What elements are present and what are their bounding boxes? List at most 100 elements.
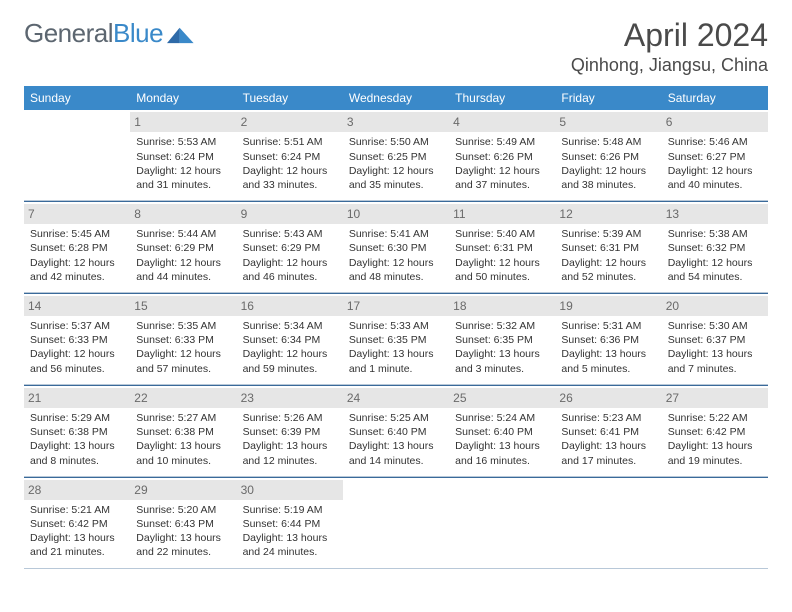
calendar-cell: 2Sunrise: 5:51 AMSunset: 6:24 PMDaylight… xyxy=(237,110,343,200)
dow-fri: Friday xyxy=(555,86,661,110)
page-title: April 2024 xyxy=(571,18,768,53)
calendar-cell: 8Sunrise: 5:44 AMSunset: 6:29 PMDaylight… xyxy=(130,202,236,292)
sunset-text: Sunset: 6:40 PM xyxy=(455,425,549,439)
sunrise-text: Sunrise: 5:19 AM xyxy=(243,503,337,517)
daylight-text: Daylight: 12 hours and 37 minutes. xyxy=(455,164,549,192)
daylight-text: Daylight: 13 hours and 22 minutes. xyxy=(136,531,230,559)
sunrise-text: Sunrise: 5:51 AM xyxy=(243,135,337,149)
sunset-text: Sunset: 6:31 PM xyxy=(455,241,549,255)
daylight-text: Daylight: 13 hours and 17 minutes. xyxy=(561,439,655,467)
sunset-text: Sunset: 6:33 PM xyxy=(136,333,230,347)
sunset-text: Sunset: 6:26 PM xyxy=(455,150,549,164)
sunset-text: Sunset: 6:37 PM xyxy=(668,333,762,347)
day-number: 6 xyxy=(662,112,768,132)
calendar-cell: 22Sunrise: 5:27 AMSunset: 6:38 PMDayligh… xyxy=(130,386,236,476)
sunrise-text: Sunrise: 5:43 AM xyxy=(243,227,337,241)
daylight-text: Daylight: 13 hours and 24 minutes. xyxy=(243,531,337,559)
sunrise-text: Sunrise: 5:35 AM xyxy=(136,319,230,333)
day-number: 20 xyxy=(662,296,768,316)
calendar: Sunday Monday Tuesday Wednesday Thursday… xyxy=(24,86,768,568)
day-number: 30 xyxy=(237,480,343,500)
day-number: 26 xyxy=(555,388,661,408)
calendar-cell: 12Sunrise: 5:39 AMSunset: 6:31 PMDayligh… xyxy=(555,202,661,292)
day-number: 21 xyxy=(24,388,130,408)
day-number: 9 xyxy=(237,204,343,224)
daylight-text: Daylight: 12 hours and 35 minutes. xyxy=(349,164,443,192)
calendar-cell: 1Sunrise: 5:53 AMSunset: 6:24 PMDaylight… xyxy=(130,110,236,200)
daylight-text: Daylight: 12 hours and 56 minutes. xyxy=(30,347,124,375)
daylight-text: Daylight: 12 hours and 57 minutes. xyxy=(136,347,230,375)
day-number: 25 xyxy=(449,388,555,408)
dow-sun: Sunday xyxy=(24,86,130,110)
header-row: GeneralBlue April 2024 Qinhong, Jiangsu,… xyxy=(24,18,768,76)
brand-mark-icon xyxy=(167,23,195,45)
calendar-cell: 23Sunrise: 5:26 AMSunset: 6:39 PMDayligh… xyxy=(237,386,343,476)
calendar-cell: 13Sunrise: 5:38 AMSunset: 6:32 PMDayligh… xyxy=(662,202,768,292)
sunset-text: Sunset: 6:24 PM xyxy=(136,150,230,164)
daylight-text: Daylight: 13 hours and 12 minutes. xyxy=(243,439,337,467)
week-row: 28 Sunrise: 5:21 AMSunset: 6:42 PM Dayligh… xyxy=(24,477,768,569)
dow-tue: Tuesday xyxy=(237,86,343,110)
calendar-cell xyxy=(555,478,661,568)
calendar-cell: 30 Sunrise: 5:19 AMSunset: 6:44 PMDayligh… xyxy=(237,478,343,568)
sunset-text: Sunset: 6:28 PM xyxy=(30,241,124,255)
sunset-text: Sunset: 6:33 PM xyxy=(30,333,124,347)
week-row: 1Sunrise: 5:53 AMSunset: 6:24 PMDaylight… xyxy=(24,110,768,201)
day-number: 27 xyxy=(662,388,768,408)
calendar-cell: 21Sunrise: 5:29 AMSunset: 6:38 PMDayligh… xyxy=(24,386,130,476)
sunrise-text: Sunrise: 5:20 AM xyxy=(136,503,230,517)
sunrise-text: Sunrise: 5:31 AM xyxy=(561,319,655,333)
calendar-cell: 7Sunrise: 5:45 AMSunset: 6:28 PMDaylight… xyxy=(24,202,130,292)
calendar-cell: 28Sunrise: 5:21 AMSunset: 6:42 PMDayligh… xyxy=(24,478,130,568)
calendar-cell: 14Sunrise: 5:37 AMSunset: 6:33 PMDayligh… xyxy=(24,294,130,384)
daylight-text: Daylight: 13 hours and 5 minutes. xyxy=(561,347,655,375)
sunset-text: Sunset: 6:35 PM xyxy=(455,333,549,347)
day-number: 11 xyxy=(449,204,555,224)
sunrise-text: Sunrise: 5:37 AM xyxy=(30,319,124,333)
sunrise-text: Sunrise: 5:27 AM xyxy=(136,411,230,425)
day-number: 28 xyxy=(24,480,130,500)
day-number: 1 xyxy=(130,112,236,132)
daylight-text: Daylight: 12 hours and 31 minutes. xyxy=(136,164,230,192)
day-number: 3 xyxy=(343,112,449,132)
week-row: 21Sunrise: 5:29 AMSunset: 6:38 PMDayligh… xyxy=(24,385,768,477)
day-number: 17 xyxy=(343,296,449,316)
daylight-text: Daylight: 12 hours and 46 minutes. xyxy=(243,256,337,284)
calendar-cell: 18Sunrise: 5:32 AMSunset: 6:35 PMDayligh… xyxy=(449,294,555,384)
sunrise-text: Sunrise: 5:50 AM xyxy=(349,135,443,149)
day-number: 5 xyxy=(555,112,661,132)
sunset-text: Sunset: 6:38 PM xyxy=(30,425,124,439)
daylight-text: Daylight: 13 hours and 10 minutes. xyxy=(136,439,230,467)
sunrise-text: Sunrise: 5:49 AM xyxy=(455,135,549,149)
daylight-text: Daylight: 12 hours and 40 minutes. xyxy=(668,164,762,192)
calendar-cell: 17Sunrise: 5:33 AMSunset: 6:35 PMDayligh… xyxy=(343,294,449,384)
daylight-text: Daylight: 12 hours and 38 minutes. xyxy=(561,164,655,192)
sunrise-text: Sunrise: 5:32 AM xyxy=(455,319,549,333)
day-number: 12 xyxy=(555,204,661,224)
sunset-text: Sunset: 6:36 PM xyxy=(561,333,655,347)
sunrise-text: Sunrise: 5:26 AM xyxy=(243,411,337,425)
sunrise-text: Sunrise: 5:21 AM xyxy=(30,503,124,517)
sunrise-text: Sunrise: 5:23 AM xyxy=(561,411,655,425)
dow-mon: Monday xyxy=(130,86,236,110)
calendar-cell: 5Sunrise: 5:48 AMSunset: 6:26 PMDaylight… xyxy=(555,110,661,200)
day-number: 24 xyxy=(343,388,449,408)
calendar-cell: 10Sunrise: 5:41 AMSunset: 6:30 PMDayligh… xyxy=(343,202,449,292)
week-row: 7Sunrise: 5:45 AMSunset: 6:28 PMDaylight… xyxy=(24,201,768,293)
calendar-cell: 29Sunrise: 5:20 AMSunset: 6:43 PMDayligh… xyxy=(130,478,236,568)
day-number: 10 xyxy=(343,204,449,224)
sunset-text: Sunset: 6:44 PM xyxy=(243,517,337,531)
day-number: 18 xyxy=(449,296,555,316)
sunset-text: Sunset: 6:40 PM xyxy=(349,425,443,439)
calendar-cell xyxy=(662,478,768,568)
daylight-text: Daylight: 12 hours and 52 minutes. xyxy=(561,256,655,284)
day-number: 29 xyxy=(130,480,236,500)
sunrise-text: Sunrise: 5:22 AM xyxy=(668,411,762,425)
sunset-text: Sunset: 6:42 PM xyxy=(30,517,124,531)
calendar-cell: 26Sunrise: 5:23 AMSunset: 6:41 PMDayligh… xyxy=(555,386,661,476)
sunset-text: Sunset: 6:30 PM xyxy=(349,241,443,255)
sunrise-text: Sunrise: 5:40 AM xyxy=(455,227,549,241)
sunset-text: Sunset: 6:29 PM xyxy=(136,241,230,255)
sunset-text: Sunset: 6:42 PM xyxy=(668,425,762,439)
calendar-cell: 16Sunrise: 5:34 AMSunset: 6:34 PMDayligh… xyxy=(237,294,343,384)
